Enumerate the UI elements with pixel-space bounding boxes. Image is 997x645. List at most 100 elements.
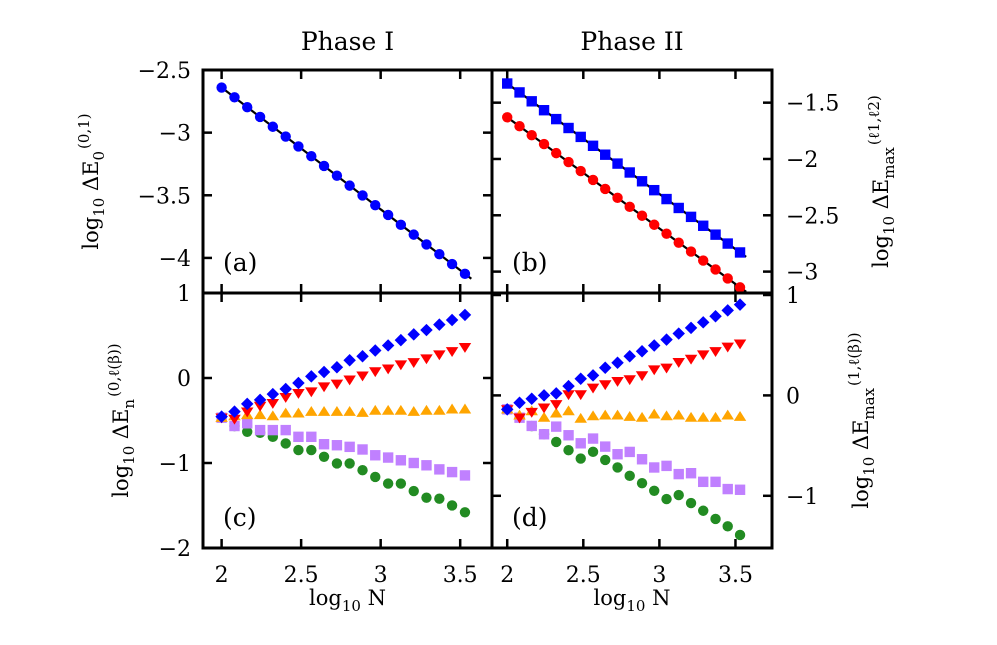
data-point-triangle-up <box>696 411 710 422</box>
data-point-triangle-up <box>562 405 575 416</box>
y-axis-label: log10 ΔEmax(1,ℓ(β)) <box>845 332 878 508</box>
data-point-triangle-down <box>433 350 446 361</box>
data-point-triangle-down <box>513 413 526 424</box>
data-point-square <box>587 433 599 444</box>
data-point-square <box>563 122 574 134</box>
data-point-diamond <box>253 393 267 407</box>
data-point-circle <box>710 513 721 525</box>
data-point-triangle-up <box>635 411 649 422</box>
panel-b: −1.5 −2 −2.5 −3 (b) Phase II <box>490 27 839 295</box>
data-point-triangle-up <box>623 410 636 421</box>
panel-label: (d) <box>512 503 548 532</box>
data-point-circle <box>575 165 586 177</box>
data-point-triangle-down <box>525 407 538 418</box>
data-layer <box>215 308 472 518</box>
data-point-square <box>649 462 660 473</box>
data-point-circle <box>538 138 550 150</box>
y-tick-label: −1.5 <box>786 92 839 117</box>
data-point-diamond <box>292 376 305 390</box>
data-point-diamond <box>458 308 472 322</box>
data-point-circle <box>370 471 381 483</box>
data-point-diamond <box>433 318 446 331</box>
data-point-diamond <box>266 387 280 401</box>
data-point-triangle-down <box>266 399 280 409</box>
data-point-circle <box>293 444 304 456</box>
data-point-circle <box>612 462 623 473</box>
data-point-square <box>370 450 381 461</box>
data-point-diamond <box>317 365 331 379</box>
x-tick-label: 3 <box>374 563 388 588</box>
data-point-triangle-up <box>458 403 472 414</box>
data-point-circle <box>229 92 240 103</box>
data-point-square <box>318 439 330 450</box>
data-point-triangle-up <box>279 407 292 418</box>
data-point-circle <box>331 458 343 469</box>
data-point-triangle-down <box>709 347 722 357</box>
data-point-diamond <box>574 372 587 385</box>
data-point-diamond <box>598 361 612 375</box>
data-point-circle <box>318 451 330 462</box>
data-point-circle <box>624 201 635 213</box>
data-point-circle <box>344 458 355 469</box>
y-axis-label-subscript: max <box>880 147 898 179</box>
data-point-triangle-down <box>381 364 395 375</box>
data-point-circle <box>673 237 684 248</box>
data-point-square <box>446 466 458 478</box>
y-axis-label-log: log <box>849 476 873 509</box>
data-point-diamond <box>500 403 514 416</box>
data-point-triangle-down <box>574 390 587 401</box>
data-point-square <box>600 149 611 160</box>
data-point-triangle-up <box>292 407 305 418</box>
x-tick-label: 2 <box>215 563 229 588</box>
data-point-diamond <box>623 350 636 363</box>
data-point-triangle-down <box>696 350 710 361</box>
data-layer <box>216 82 472 280</box>
data-point-square <box>421 460 432 471</box>
data-point-triangle-up <box>660 410 673 421</box>
y-axis-label-sub: 10 <box>880 216 898 235</box>
data-point-circle <box>624 470 635 482</box>
y-tick-label: 0 <box>786 384 800 409</box>
y-axis-label-superscript: (ℓ1,ℓ2) <box>865 95 883 145</box>
y-axis-label-subscript: n <box>120 399 138 409</box>
data-point-circle <box>685 246 697 257</box>
data-point-diamond <box>672 327 685 340</box>
y-axis-label: log10 ΔEn (0,ℓ(β)) <box>105 343 138 497</box>
y-axis-label: log10 ΔE0 (0,1) <box>75 113 108 249</box>
data-point-triangle-up <box>356 406 369 417</box>
data-point-diamond <box>343 353 356 367</box>
data-point-circle <box>434 493 445 504</box>
data-point-triangle-up <box>343 405 356 416</box>
data-point-circle <box>612 192 623 204</box>
data-point-circle <box>661 493 672 505</box>
data-point-square <box>254 424 266 436</box>
data-point-circle <box>254 111 266 123</box>
data-point-triangle-up <box>253 409 267 420</box>
x-axis-label-sub: 10 <box>342 597 361 615</box>
panel-d: 1 0 −1 2 2.5 3 3.5 (d) <box>490 284 818 588</box>
data-point-triangle-up <box>598 409 612 420</box>
data-point-circle <box>446 500 458 511</box>
data-point-triangle-down <box>253 401 267 412</box>
data-point-circle <box>551 147 562 159</box>
data-point-square <box>357 444 368 455</box>
data-point-circle <box>382 209 394 221</box>
data-point-diamond <box>709 310 722 323</box>
y-axis-label-superscript: (0,1) <box>75 113 93 149</box>
data-point-square <box>612 158 623 169</box>
data-point-circle <box>636 477 648 489</box>
data-point-diamond <box>611 356 624 370</box>
data-point-circle <box>408 229 419 240</box>
panel-label: (b) <box>512 248 548 277</box>
data-point-square <box>685 468 697 479</box>
x-tick-label: 3 <box>652 563 666 588</box>
data-point-square <box>551 113 562 125</box>
data-point-square <box>649 184 660 196</box>
data-point-triangle-up <box>330 405 344 416</box>
data-point-circle <box>331 170 343 181</box>
data-point-circle <box>280 131 291 142</box>
data-point-square <box>331 440 343 451</box>
data-point-square <box>636 176 648 187</box>
